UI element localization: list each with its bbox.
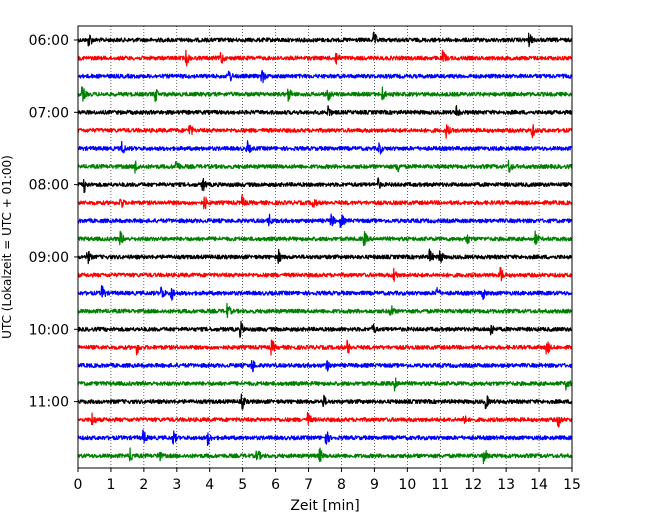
x-tick-label: 7	[304, 477, 313, 493]
trace-1015	[77, 339, 573, 356]
trace-0645	[77, 86, 573, 103]
traces	[77, 31, 573, 465]
trace-0945	[77, 302, 573, 319]
x-axis-ticks: 0 1 2 3 4 5 6 7 8 9 10 11 12 13 14 15	[74, 468, 581, 493]
y-axis-ticks: 06:00 07:00 08:00 09:00 10:00 11:00	[29, 33, 78, 411]
trace-0915	[77, 266, 573, 282]
x-tick-label: 14	[530, 477, 548, 493]
trace-0745	[77, 159, 573, 174]
x-tick-label: 13	[497, 477, 515, 493]
x-tick-label: 5	[238, 477, 247, 493]
trace-0630	[77, 70, 573, 84]
trace-0830	[77, 213, 573, 229]
plot-frame	[77, 25, 573, 469]
trace-0900	[77, 248, 573, 265]
trace-1130	[77, 429, 573, 447]
trace-0930	[77, 285, 573, 301]
x-tick-label: 10	[398, 477, 416, 493]
y-tick-label: 10:00	[29, 322, 69, 338]
x-tick-label: 6	[271, 477, 280, 493]
y-tick-label: 08:00	[29, 178, 69, 194]
x-tick-label: 9	[370, 477, 379, 493]
x-axis-label: Zeit [min]	[290, 498, 359, 514]
trace-1100	[77, 393, 573, 410]
x-tick-label: 12	[464, 477, 482, 493]
trace-1145	[77, 447, 573, 465]
trace-1115	[77, 411, 573, 428]
trace-1000	[77, 320, 573, 338]
x-tick-label: 4	[205, 477, 214, 493]
x-tick-label: 3	[172, 477, 181, 493]
y-tick-label: 11:00	[29, 395, 69, 411]
x-tick-label: 11	[431, 477, 449, 493]
trace-0815	[77, 194, 573, 210]
trace-0700	[77, 104, 573, 117]
trace-1030	[77, 359, 573, 373]
y-axis-label: UTC (Lokalzeit = UTC + 01:00)	[0, 155, 14, 339]
trace-0730	[77, 140, 573, 155]
trace-0600	[77, 31, 573, 48]
x-tick-label: 1	[106, 477, 115, 493]
trace-0715	[77, 124, 573, 139]
x-tick-label: 2	[139, 477, 148, 493]
x-tick-label: 15	[563, 477, 581, 493]
trace-0615	[77, 49, 573, 67]
trace-1045	[77, 377, 573, 392]
y-tick-label: 06:00	[29, 33, 69, 49]
x-tick-label: 8	[337, 477, 346, 493]
y-tick-label: 07:00	[29, 105, 69, 121]
trace-0800	[77, 177, 573, 194]
trace-0845	[77, 230, 573, 247]
x-tick-label: 0	[74, 477, 83, 493]
y-tick-label: 09:00	[29, 250, 69, 266]
